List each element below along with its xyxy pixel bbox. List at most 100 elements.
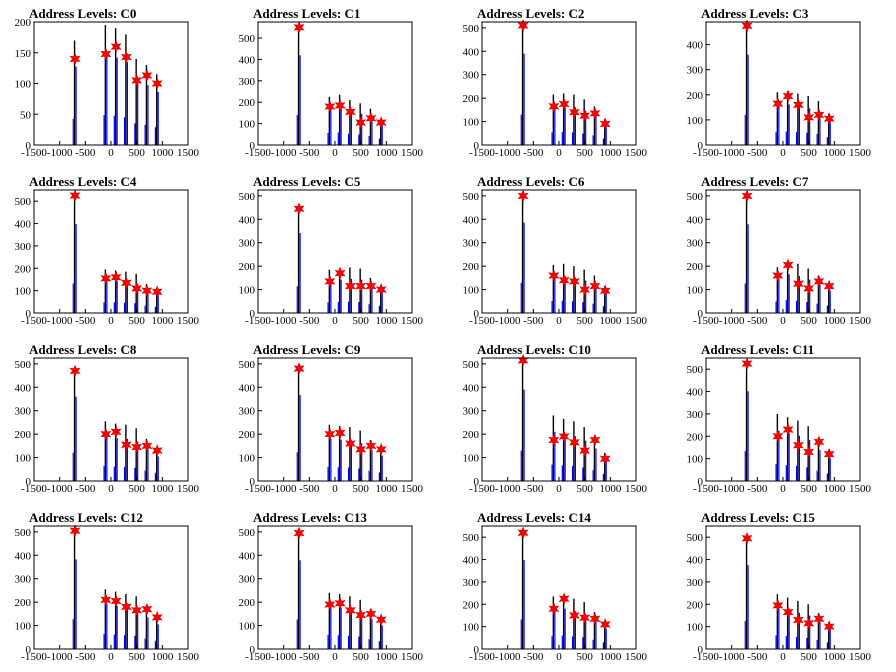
chart-title: Address Levels: C12 [29, 510, 143, 525]
peak-marker [69, 364, 81, 378]
chart-title: Address Levels: C4 [29, 174, 137, 189]
x-tick-label: -1000 [271, 651, 297, 663]
histogram-bar [348, 100, 352, 145]
histogram-bar [775, 594, 780, 649]
histogram-bar [826, 283, 831, 313]
chart-plot: -1500 -1000 -500 0 500 1000 1500 0 100 200 300 400 5… [463, 525, 648, 663]
chart-title: Address Levels: C10 [477, 342, 591, 357]
histogram-bar [602, 622, 607, 649]
histogram-bar [520, 359, 525, 481]
histogram-bar [358, 430, 363, 481]
y-tick-label: 0 [250, 140, 256, 152]
y-tick-label: 500 [687, 191, 704, 203]
peak-marker [151, 444, 163, 457]
peak-marker [782, 89, 794, 103]
histogram-bar [378, 447, 383, 481]
y-tick-label: 500 [463, 23, 480, 35]
histogram-bar [72, 40, 77, 146]
peak-marker [141, 439, 153, 453]
peak-marker [792, 613, 804, 627]
x-tick-label: -1500 [469, 651, 495, 663]
histogram-bar [796, 93, 800, 145]
y-tick-label: 100 [15, 79, 32, 91]
peak-marker [375, 613, 387, 627]
plot-frame [33, 21, 189, 146]
x-tick-label: -1500 [693, 147, 719, 159]
histogram-bar [144, 606, 149, 649]
peak-marker [334, 597, 346, 610]
peak-marker [589, 279, 601, 293]
x-tick-label: 1500 [177, 147, 200, 159]
histogram-bar [337, 268, 342, 313]
x-tick-label: 1500 [177, 483, 200, 495]
y-tick-label: 500 [239, 527, 256, 539]
y-tick-label: 0 [26, 308, 32, 320]
histogram-bar [72, 529, 77, 649]
peak-marker [324, 275, 336, 288]
peak-marker [120, 600, 132, 614]
x-tick-label: 0 [108, 651, 114, 663]
peak-marker [548, 433, 560, 447]
y-tick-label: 0 [26, 140, 32, 152]
x-tick-label: -500 [523, 483, 544, 495]
y-tick-label: 0 [26, 644, 32, 656]
x-tick-label: 500 [800, 651, 817, 663]
peak-marker [120, 50, 132, 64]
x-tick-label: -1500 [21, 147, 47, 159]
x-tick-label: 0 [556, 147, 562, 159]
peak-marker [823, 112, 835, 125]
chart-title: Address Levels: C0 [29, 6, 137, 21]
x-tick-label: -500 [299, 315, 320, 327]
x-tick-label: 0 [332, 651, 338, 663]
peak-marker [110, 425, 122, 439]
x-tick-label: 1000 [823, 315, 846, 327]
chart-panel: Address Levels: C1 -1500 -1000 -500 0 500 1000… [224, 0, 448, 168]
histogram-bar [785, 91, 790, 145]
peak-marker [344, 279, 356, 293]
x-tick-label: 500 [352, 651, 369, 663]
histogram-bar [368, 108, 373, 145]
peak-marker [355, 443, 367, 456]
histogram-bar [582, 602, 587, 649]
peak-marker [131, 440, 143, 454]
peak-marker [131, 604, 143, 617]
y-tick-label: 400 [463, 46, 480, 58]
peak-marker [568, 275, 580, 288]
y-tick-label: 300 [463, 238, 480, 250]
y-tick-label: 0 [698, 140, 704, 152]
chart-title: Address Levels: C5 [253, 174, 361, 189]
x-tick-label: 1500 [401, 147, 424, 159]
plot-frame [481, 189, 637, 314]
peak-marker [568, 436, 580, 449]
y-tick-label: 200 [239, 261, 256, 273]
histogram-bar [113, 591, 118, 649]
histogram-bar [296, 206, 301, 313]
peak-marker [375, 443, 387, 456]
histogram-bar [124, 424, 128, 481]
y-tick-label: 500 [463, 532, 480, 544]
histogram-bar [561, 595, 566, 649]
y-tick-label: 100 [687, 622, 704, 634]
peak-marker [100, 47, 112, 61]
peak-marker [110, 40, 122, 53]
x-tick-label: -1000 [271, 483, 297, 495]
chart-panel: Address Levels: C15 -1500 -1000 -500 0 500 100… [672, 504, 896, 672]
peak-marker [365, 439, 377, 453]
chart-plot: -1500 -1000 -500 0 500 1000 1500 0 100 200 300 400 5… [239, 21, 424, 159]
chart-title: Address Levels: C9 [253, 342, 361, 357]
x-tick-label: -1500 [21, 315, 47, 327]
x-tick-label: -1000 [47, 147, 73, 159]
chart-plot: -1500 -1000 -500 0 500 1000 1500 0 100 200 300 400 5… [687, 189, 872, 327]
peak-marker [782, 605, 794, 619]
x-tick-label: 1500 [625, 651, 648, 663]
peak-marker [741, 19, 753, 33]
chart-panel: Address Levels: C8 -1500 -1000 -500 0 500 1000… [0, 336, 224, 504]
histogram-bar [785, 261, 790, 313]
y-tick-label: 100 [687, 115, 704, 127]
peak-marker [599, 117, 611, 131]
plot-frame [33, 525, 189, 650]
x-tick-label: 0 [556, 315, 562, 327]
peak-marker [344, 604, 356, 617]
peak-marker [599, 284, 611, 298]
chart-title: Address Levels: C15 [701, 510, 815, 525]
